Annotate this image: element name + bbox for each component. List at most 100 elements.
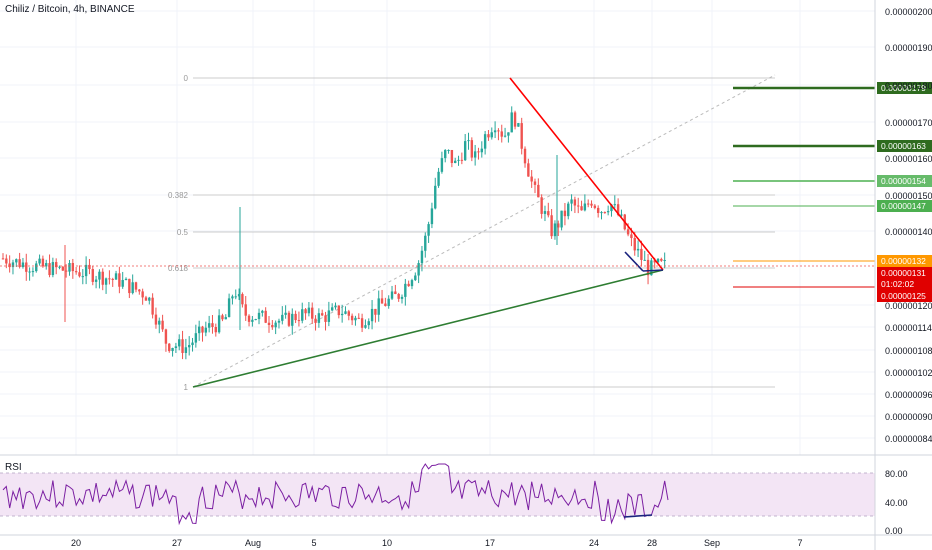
candle-body xyxy=(450,149,454,163)
candle-body xyxy=(610,204,613,212)
candle-body xyxy=(264,310,267,323)
candle-body xyxy=(513,112,517,127)
candle-body xyxy=(101,271,104,285)
candle-body xyxy=(301,309,304,321)
candle-body xyxy=(244,304,247,316)
candle-body xyxy=(357,317,360,319)
candle-body xyxy=(454,160,457,163)
candle-body xyxy=(194,333,198,343)
candle-body xyxy=(141,291,144,298)
candle-body xyxy=(35,263,38,272)
fib-layer: 0 0.382 0.5 0.618 1 xyxy=(168,74,776,392)
candle-body xyxy=(616,204,620,215)
candle-body xyxy=(324,315,327,322)
candle-body xyxy=(550,215,553,237)
candle-body xyxy=(181,339,184,353)
y-tick-label: 0.00000102 xyxy=(885,368,932,378)
candle-body xyxy=(434,185,437,209)
candle-body xyxy=(500,131,503,137)
price-tag-label: 0.00000154 xyxy=(881,176,926,186)
price-tag xyxy=(877,278,932,290)
candle-body xyxy=(131,282,134,294)
y-tick-label: 0.00000114 xyxy=(885,323,932,333)
candle-body xyxy=(61,266,65,271)
candle-body xyxy=(28,271,31,273)
candle-body xyxy=(11,262,15,268)
price-tag-label: 0.00000125 xyxy=(881,291,926,301)
y-tick-label: 0.00000190 xyxy=(885,43,932,53)
rsi-tick-label: 40.00 xyxy=(885,498,908,508)
candle-body xyxy=(15,259,18,263)
candle-body xyxy=(111,278,114,280)
candle-body xyxy=(437,171,440,186)
candle-body xyxy=(121,280,124,287)
candle-body xyxy=(626,229,630,235)
candle-body xyxy=(224,317,227,320)
candle-body xyxy=(108,278,111,280)
candle-body xyxy=(417,263,420,276)
candle-body xyxy=(510,112,513,133)
candle-body xyxy=(374,308,377,315)
candle-body xyxy=(470,140,474,158)
candle-body xyxy=(583,203,587,211)
candle-body xyxy=(68,263,71,272)
candle-body xyxy=(261,310,264,313)
candle-body xyxy=(281,314,284,321)
candle-body xyxy=(271,325,274,328)
candle-body xyxy=(480,148,483,153)
candle-body xyxy=(284,312,287,315)
x-tick-label: 27 xyxy=(172,538,182,548)
candle-body xyxy=(311,307,314,319)
price-tag-label: 01:02:02 xyxy=(881,279,914,289)
price-tag xyxy=(877,200,932,212)
candle-body xyxy=(321,313,324,316)
candle-body xyxy=(161,320,164,330)
candle-body xyxy=(347,311,350,316)
candle-body xyxy=(234,296,237,298)
candle-body xyxy=(51,262,55,276)
y-tick-label: 0.00000090 xyxy=(885,412,932,422)
fib-label: 0.5 xyxy=(177,228,189,237)
candle-body xyxy=(21,262,25,268)
candle-body xyxy=(660,258,663,261)
candle-body xyxy=(394,291,397,295)
candle-body xyxy=(144,297,148,301)
chart-title: Chiliz / Bitcoin, 4h, BINANCE xyxy=(5,4,135,15)
candle-body xyxy=(88,264,91,270)
candle-body xyxy=(487,134,490,138)
price-tag xyxy=(877,82,932,94)
candle-body xyxy=(587,203,590,205)
candle-body xyxy=(367,321,370,326)
candle-body xyxy=(380,298,384,304)
candle-body xyxy=(201,326,204,333)
candle-body xyxy=(427,224,430,236)
candle-body xyxy=(274,322,277,328)
candle-body xyxy=(334,305,337,308)
candle-body xyxy=(467,140,470,142)
candle-body xyxy=(370,308,374,322)
candle-body xyxy=(251,319,254,322)
candle-body xyxy=(217,315,221,333)
candle-body xyxy=(221,315,224,320)
candle-body xyxy=(530,176,533,182)
candle-body xyxy=(294,313,297,321)
candle-body xyxy=(523,148,527,164)
x-tick-label: 17 xyxy=(485,538,495,548)
candle-body xyxy=(211,323,214,328)
price-tag-label: 0.00000147 xyxy=(881,201,926,211)
candle-body xyxy=(463,141,467,161)
candle-body xyxy=(25,262,28,272)
candle-body xyxy=(267,322,271,326)
candle-body xyxy=(84,264,88,277)
price-tag xyxy=(877,290,932,302)
candle-body xyxy=(643,259,646,261)
price-tag xyxy=(877,175,932,187)
candle-body xyxy=(573,199,577,206)
candle-body xyxy=(397,294,400,299)
candle-body xyxy=(663,260,666,262)
candle-body xyxy=(128,278,131,294)
candle-body xyxy=(520,123,523,149)
candle-body xyxy=(71,263,75,272)
candle-body xyxy=(138,289,141,292)
